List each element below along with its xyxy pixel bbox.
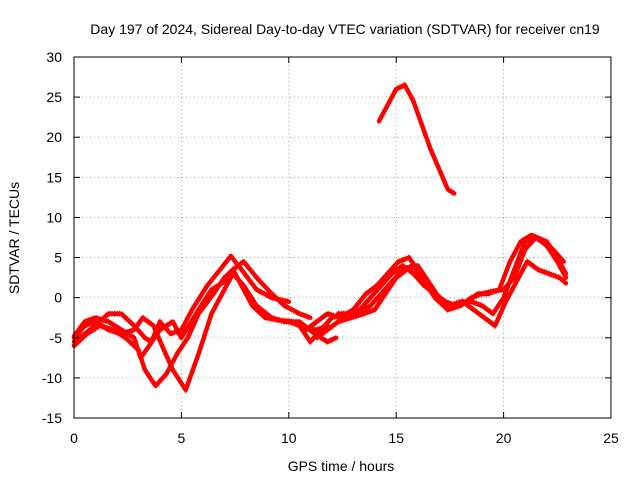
series-marks-sat-c — [73, 270, 337, 390]
series-line-sat-h — [335, 232, 566, 316]
x-tick-label: 20 — [496, 430, 512, 446]
series-marks-sat-c — [73, 274, 337, 394]
series-line-sat-d — [71, 259, 313, 361]
series-marks-sat-h — [338, 232, 565, 313]
y-tick-label: 25 — [46, 89, 62, 105]
series-marks-sat-d — [73, 258, 311, 358]
series-line-sat-i — [376, 82, 457, 196]
series-marks-sat-i — [378, 86, 455, 197]
series-marks-sat-d — [73, 262, 311, 362]
y-axis-label: SDTVAR / TECUs — [6, 182, 22, 294]
plot-frame — [73, 56, 612, 419]
y-tick-label: -5 — [50, 330, 63, 346]
y-tick-label: 0 — [54, 290, 62, 306]
series-marks-sat-i — [378, 81, 455, 192]
y-tick-label: -15 — [42, 410, 62, 426]
series-line-sat-a — [71, 253, 292, 345]
x-tick-label: 5 — [178, 430, 186, 446]
y-tick-label: -10 — [42, 370, 62, 386]
chart-title: Day 197 of 2024, Sidereal Day-to-day VTE… — [90, 21, 600, 37]
y-tick-label: 10 — [46, 209, 62, 225]
series-layer — [71, 81, 569, 394]
y-tick-label: 20 — [46, 129, 62, 145]
x-tick-label: 15 — [388, 430, 404, 446]
x-tick-label: 25 — [603, 430, 619, 446]
tick-layer: 0 5 10 15 20 25 -15 -10 -5 0 5 10 15 20 25 30 — [42, 49, 619, 446]
grid-layer — [74, 57, 611, 418]
y-tick-label: 30 — [46, 49, 62, 65]
x-tick-label: 0 — [70, 430, 78, 446]
y-tick-label: 5 — [54, 250, 62, 266]
x-tick-label: 10 — [281, 430, 297, 446]
y-tick-label: 15 — [46, 169, 62, 185]
x-axis-label: GPS time / hours — [288, 458, 395, 474]
series-marks-sat-h — [338, 236, 565, 317]
